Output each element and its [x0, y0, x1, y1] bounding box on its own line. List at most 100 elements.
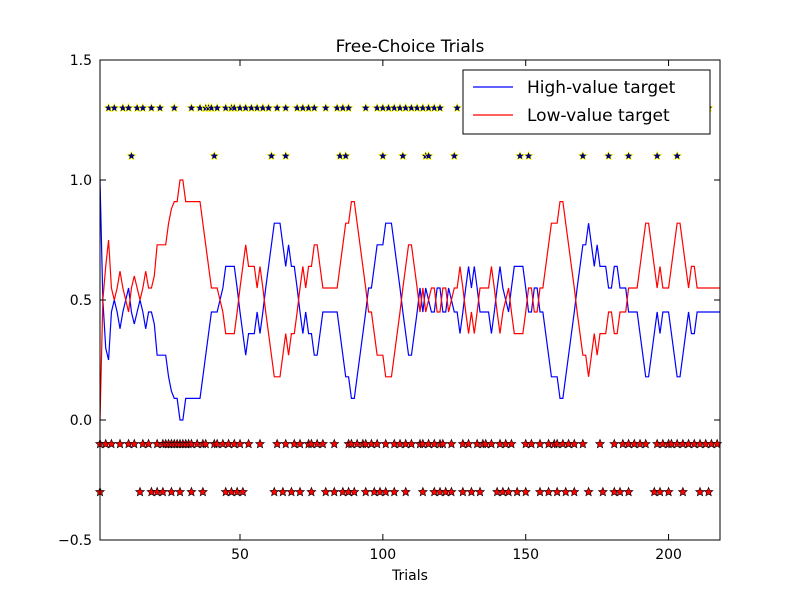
star-marker-row0 — [309, 102, 320, 113]
star-marker-row3 — [552, 486, 563, 497]
star-marker-row3 — [294, 486, 306, 497]
star-marker-row1 — [280, 150, 291, 161]
star-marker-row3 — [320, 486, 331, 497]
tick-layer: 50 100 150 200 −0.5 0.0 0.5 1.0 1.5 — [58, 53, 720, 563]
star-marker-row3 — [166, 486, 177, 497]
star-marker-row2 — [254, 438, 266, 449]
star-marker-row3 — [569, 486, 580, 497]
star-marker-row3 — [654, 486, 666, 497]
star-marker-row3 — [466, 486, 477, 497]
star-marker-row2 — [506, 438, 517, 449]
star-marker-row0 — [320, 102, 331, 113]
y-tick-label: 0.0 — [70, 413, 92, 429]
star-marker-row3 — [306, 486, 317, 497]
star-marker-row3 — [186, 486, 197, 497]
star-marker-row1 — [577, 150, 588, 161]
star-marker-row2 — [577, 438, 588, 449]
x-tick-label: 100 — [369, 547, 396, 563]
y-tick-label: 1.5 — [70, 53, 92, 69]
star-marker-row0 — [272, 102, 283, 113]
star-marker-row1 — [266, 150, 277, 161]
star-marker-row0 — [169, 102, 180, 113]
star-marker-row2 — [129, 438, 140, 449]
star-marker-row3 — [534, 486, 546, 497]
star-marker-row1 — [514, 150, 526, 161]
star-marker-row3 — [237, 486, 248, 497]
star-marker-row2 — [446, 438, 457, 449]
star-marker-row2 — [143, 438, 154, 449]
star-marker-row3 — [349, 486, 360, 497]
star-marker-row2 — [486, 438, 497, 449]
x-tick-label: 200 — [655, 547, 682, 563]
star-marker-row2 — [106, 438, 117, 449]
star-marker-row2 — [294, 438, 306, 449]
plot-area — [100, 60, 720, 540]
star-marker-row3 — [623, 486, 634, 497]
star-marker-row0 — [137, 102, 148, 113]
star-marker-row3 — [277, 486, 288, 497]
star-marker-row0 — [280, 102, 291, 113]
star-marker-row3 — [157, 486, 168, 497]
star-marker-row3 — [474, 486, 486, 497]
legend: High-value target Low-value target — [462, 69, 711, 135]
star-marker-row0 — [263, 102, 274, 113]
star-marker-row0 — [452, 102, 463, 113]
star-marker-row3 — [583, 486, 594, 497]
star-marker-row3 — [663, 486, 674, 497]
star-marker-row2 — [280, 438, 291, 449]
star-marker-row3 — [360, 486, 371, 497]
star-marker-row3 — [560, 486, 571, 497]
star-marker-row0 — [123, 102, 134, 113]
star-marker-row0 — [146, 102, 157, 113]
legend-label-low: Low-value target — [527, 106, 670, 126]
star-marker-row2 — [609, 438, 620, 449]
series-line-1 — [99, 179, 720, 421]
star-marker-row2 — [200, 438, 211, 449]
star-marker-row3 — [703, 486, 714, 497]
star-marker-row0 — [212, 102, 223, 113]
star-marker-row3 — [446, 486, 457, 497]
legend-label-high: High-value target — [527, 78, 676, 98]
star-marker-row1 — [423, 150, 434, 161]
star-marker-row3 — [134, 486, 146, 497]
star-marker-row3 — [677, 486, 688, 497]
star-marker-row1 — [623, 150, 634, 161]
star-marker-row3 — [380, 486, 391, 497]
star-marker-row0 — [154, 102, 166, 113]
star-marker-row3 — [174, 486, 186, 497]
series-layer — [99, 179, 720, 421]
star-marker-row0 — [343, 102, 354, 113]
star-marker-row2 — [463, 438, 474, 449]
star-marker-row2 — [569, 438, 580, 449]
star-marker-row3 — [400, 486, 411, 497]
star-marker-row1 — [652, 150, 663, 161]
star-marker-row3 — [286, 486, 297, 497]
star-marker-row2 — [372, 438, 383, 449]
star-marker-row1 — [126, 150, 137, 161]
star-marker-row0 — [109, 102, 120, 113]
star-marker-row3 — [197, 486, 208, 497]
star-marker-row3 — [329, 486, 340, 497]
star-marker-row3 — [597, 486, 608, 497]
star-marker-row2 — [534, 438, 546, 449]
star-marker-row2 — [272, 438, 283, 449]
star-marker-row3 — [512, 486, 523, 497]
star-marker-row3 — [614, 486, 626, 497]
star-marker-row3 — [520, 486, 531, 497]
star-marker-row3 — [457, 486, 468, 497]
star-marker-row1 — [209, 150, 220, 161]
y-tick-label: 0.5 — [70, 293, 92, 309]
star-marker-row2 — [380, 438, 391, 449]
star-marker-row2 — [594, 438, 606, 449]
star-marker-row1 — [449, 150, 460, 161]
x-tick-label: 50 — [231, 547, 249, 563]
star-marker-row2 — [640, 438, 651, 449]
star-marker-row3 — [503, 486, 514, 497]
star-marker-row2 — [406, 438, 417, 449]
star-marker-row2 — [437, 438, 448, 449]
legend-box — [462, 69, 711, 135]
star-marker-row2 — [526, 438, 537, 449]
star-marker-row3 — [269, 486, 280, 497]
series-line-0 — [99, 179, 720, 421]
star-marker-row1 — [340, 150, 351, 161]
